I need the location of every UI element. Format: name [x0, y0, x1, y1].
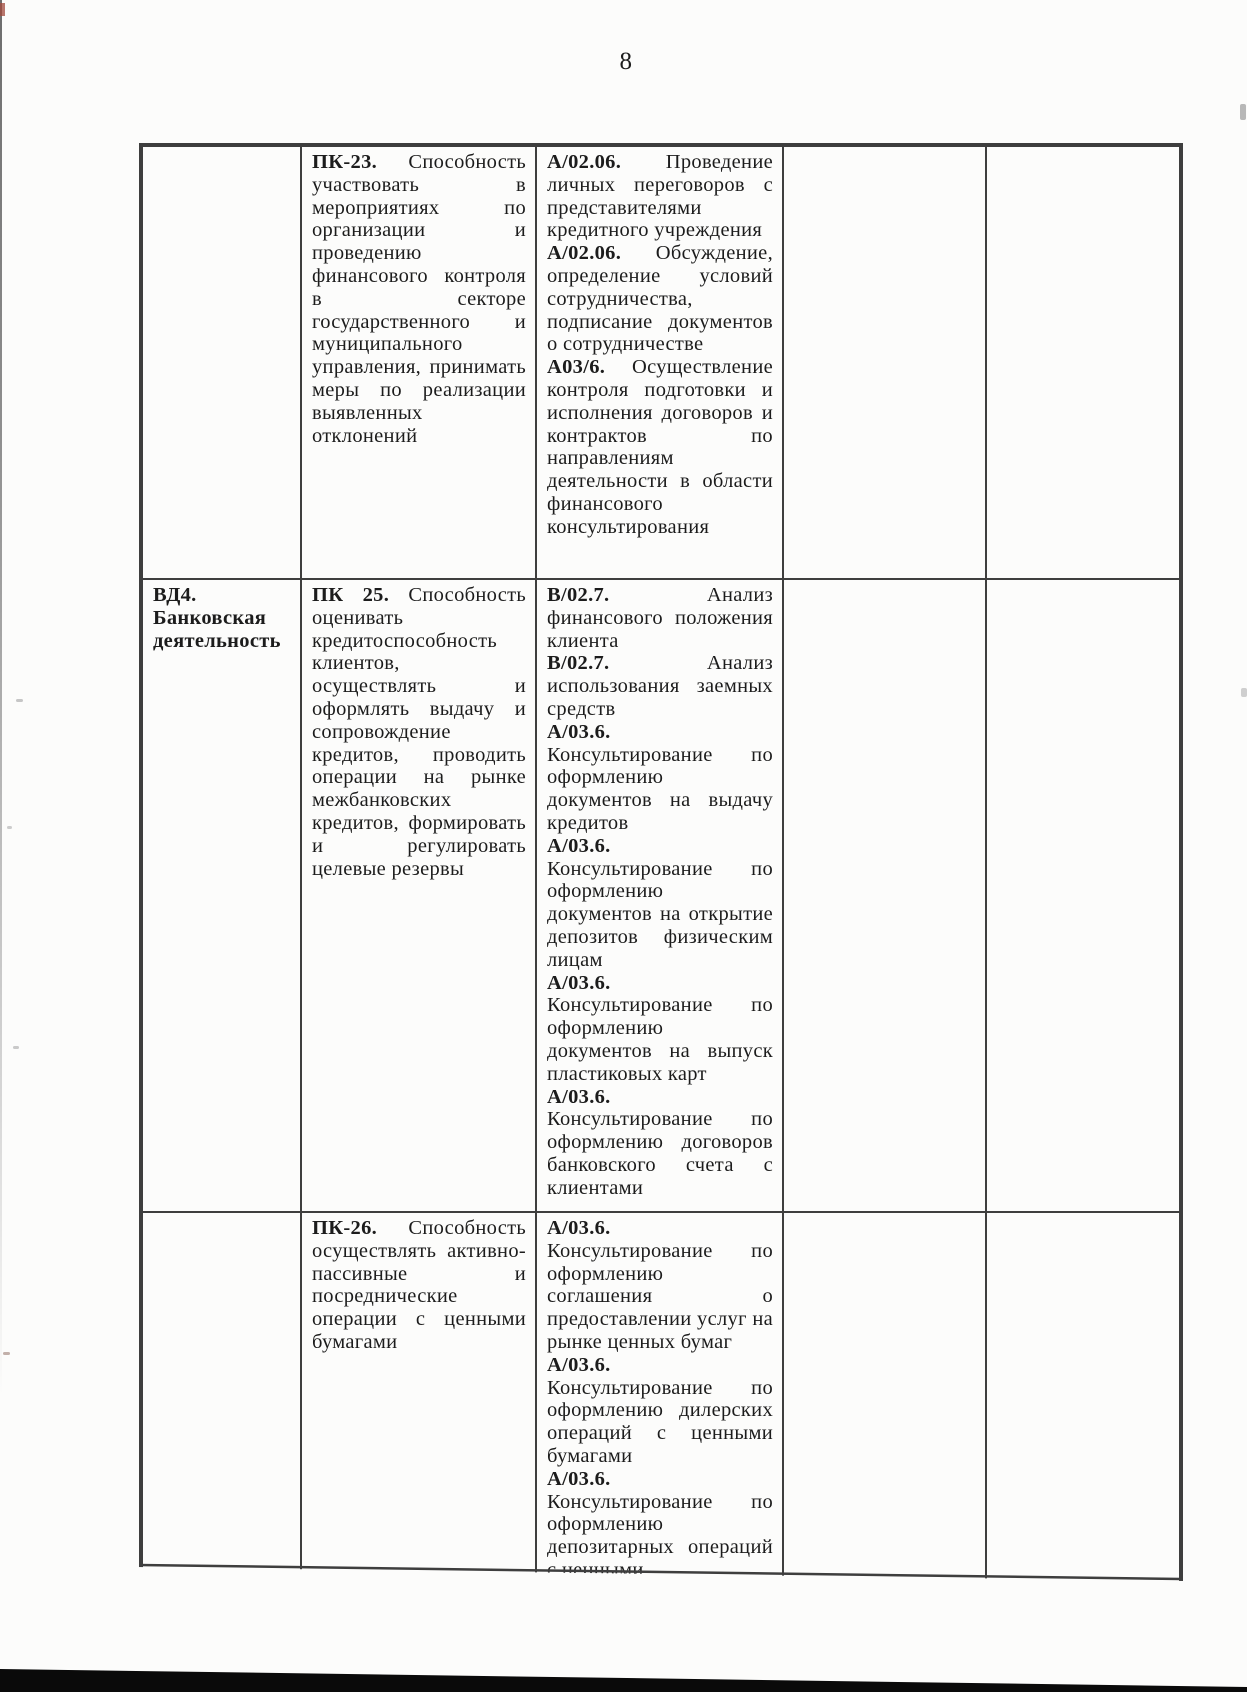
- function-item: В/02.7. Анализ финансового положения кли…: [547, 584, 773, 652]
- activity-label: ВД4. Банковская деятельность: [153, 584, 281, 652]
- function-code: А/03.6.: [547, 1353, 611, 1376]
- functions-cell: В/02.7. Анализ финансового положения кли…: [535, 578, 784, 1213]
- functions-cell: А/02.06. Проведение личных переговоров с…: [535, 145, 784, 580]
- competence-text: ПК-26. Способность осуществлять активно-…: [312, 1217, 526, 1353]
- activity-cell: [141, 1211, 302, 1582]
- function-code: А/02.06.: [547, 151, 622, 173]
- function-code: А/03.6.: [547, 720, 611, 743]
- empty-cell: [782, 1211, 987, 1582]
- page-number: 8: [619, 48, 633, 75]
- activity-cell: [141, 145, 302, 580]
- function-item: В/02.7. Анализ использования заемных сре…: [547, 652, 773, 720]
- scan-edge-line: [0, 0, 2, 1470]
- function-code: А/02.06.: [547, 242, 622, 265]
- table-row: ВД4. Банковская деятельность ПК 25. Спос…: [141, 578, 1181, 1213]
- function-item: А03/6. Осуществление контроля подготовки…: [547, 356, 773, 538]
- function-code: А/03.6.: [547, 1467, 611, 1490]
- scan-speck: [16, 699, 23, 702]
- function-item: А/03.6. Консультирование по оформлению д…: [547, 1467, 773, 1581]
- scan-red-mark: [0, 3, 5, 16]
- competency-table-wrap: ПК-23. Способность участвовать в меропри…: [139, 143, 1183, 1582]
- competence-cell: ПК 25. Способность оценивать кредитоспос…: [300, 578, 537, 1213]
- function-item: А/02.06. Проведение личных переговоров с…: [547, 151, 773, 242]
- competence-code: ПК-26.: [312, 1217, 378, 1239]
- function-code: А/03.6.: [547, 1217, 611, 1239]
- empty-cell: [985, 145, 1181, 580]
- function-item: А/02.06. Обсуждение, определение условий…: [547, 242, 773, 356]
- competence-text: ПК-23. Способность участвовать в меропри…: [312, 151, 526, 447]
- function-item: А/03.6. Консультирование по оформлению д…: [547, 971, 773, 1085]
- functions-cell: А/03.6. Консультирование по оформлению с…: [535, 1211, 784, 1582]
- function-code: В/02.7.: [547, 584, 610, 606]
- scan-speck: [1240, 104, 1246, 120]
- empty-cell: [985, 578, 1181, 1213]
- function-item: А/03.6. Консультирование по оформлению д…: [547, 1353, 773, 1467]
- competence-code: ПК 25.: [312, 584, 390, 606]
- function-code: А03/6.: [547, 356, 606, 379]
- table-row: ПК-26. Способность осуществлять активно-…: [141, 1211, 1181, 1582]
- scan-speck: [3, 1352, 10, 1355]
- activity-cell: ВД4. Банковская деятельность: [141, 578, 302, 1213]
- scan-speck: [7, 826, 12, 829]
- competence-code: ПК-23.: [312, 151, 378, 173]
- competence-text: ПК 25. Способность оценивать кредитоспос…: [312, 584, 526, 880]
- function-code: А/03.6.: [547, 834, 611, 857]
- empty-cell: [985, 1211, 1181, 1582]
- function-item: А/03.6. Консультирование по оформлению д…: [547, 1085, 773, 1199]
- scan-speck: [1241, 688, 1247, 697]
- function-item: А/03.6. Консультирование по оформлению д…: [547, 834, 773, 971]
- function-code: В/02.7.: [547, 652, 610, 675]
- function-item: А/03.6. Консультирование по оформлению с…: [547, 1217, 773, 1353]
- competence-cell: ПК-23. Способность участвовать в меропри…: [300, 145, 537, 580]
- function-item: А/03.6. Консультирование по оформлению д…: [547, 720, 773, 834]
- scan-black-wedge: [0, 1669, 1247, 1692]
- empty-cell: [782, 578, 987, 1213]
- scan-speck: [13, 1046, 19, 1049]
- competence-cell: ПК-26. Способность осуществлять активно-…: [300, 1211, 537, 1582]
- empty-cell: [782, 145, 987, 580]
- table-row: ПК-23. Способность участвовать в меропри…: [141, 145, 1181, 580]
- function-code: А/03.6.: [547, 971, 611, 994]
- competency-table: ПК-23. Способность участвовать в меропри…: [141, 145, 1181, 1582]
- function-code: А/03.6.: [547, 1085, 611, 1108]
